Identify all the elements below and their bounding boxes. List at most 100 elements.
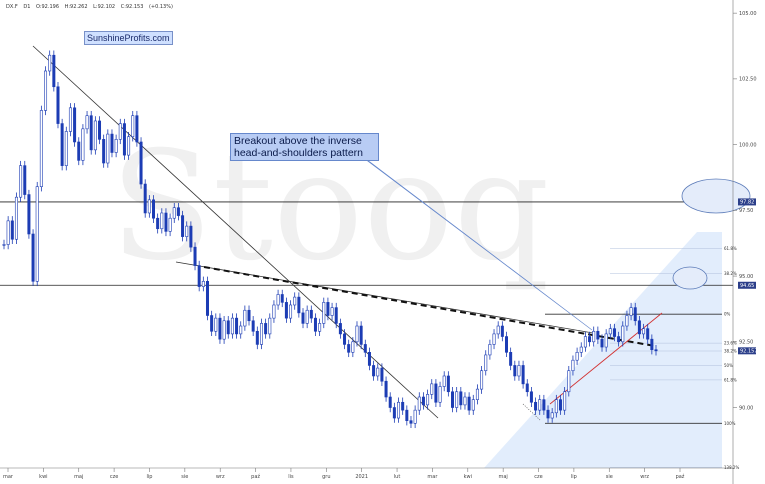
candle bbox=[305, 305, 309, 329]
y-tick-label: 105.00 bbox=[739, 11, 757, 17]
candle bbox=[239, 321, 243, 339]
candle bbox=[102, 134, 106, 168]
candle bbox=[135, 110, 139, 147]
candle bbox=[650, 334, 654, 355]
candle bbox=[27, 189, 31, 239]
candle bbox=[31, 229, 35, 287]
x-tick-label: paź bbox=[676, 473, 685, 480]
candle bbox=[405, 405, 409, 426]
candle bbox=[550, 408, 554, 423]
price-tags: 97.82 94.65 92.157 bbox=[738, 198, 758, 355]
candle bbox=[297, 292, 301, 318]
annotation-line-2: head-and-shoulders pattern bbox=[234, 147, 364, 159]
candle bbox=[467, 392, 471, 415]
x-tick-label: gru bbox=[322, 474, 330, 480]
candle bbox=[600, 334, 604, 352]
candle bbox=[538, 394, 542, 415]
x-tick-label: mar bbox=[3, 474, 14, 480]
candle bbox=[114, 134, 118, 158]
fib-level-label: 0% bbox=[724, 312, 731, 317]
candle bbox=[451, 387, 455, 413]
candle bbox=[64, 126, 68, 171]
candle bbox=[301, 308, 305, 329]
candle bbox=[280, 289, 284, 308]
fib-level-lines: 61.8% 38.2% 0% 23.6% 38.2% 50% 61.8% 100% 138.2% bbox=[545, 246, 739, 470]
candle bbox=[621, 321, 625, 347]
candle bbox=[210, 310, 214, 337]
y-tick-label: 100.00 bbox=[739, 142, 757, 148]
header-symbol: DX.F bbox=[6, 4, 18, 10]
candle bbox=[193, 242, 197, 271]
candle bbox=[542, 394, 546, 415]
candle bbox=[118, 118, 122, 145]
fib-level-label: 61.8% bbox=[724, 246, 737, 251]
candle bbox=[509, 347, 513, 371]
y-tick-label: 97.50 bbox=[739, 208, 753, 214]
candle bbox=[251, 316, 255, 337]
candle bbox=[164, 208, 168, 237]
candle bbox=[313, 313, 317, 337]
candle bbox=[309, 305, 313, 323]
candle bbox=[633, 302, 637, 326]
header-high: H:92.262 bbox=[65, 4, 88, 10]
candle bbox=[463, 392, 467, 410]
candle bbox=[459, 387, 463, 410]
svg-text:97.82: 97.82 bbox=[740, 200, 754, 206]
candle bbox=[588, 331, 592, 347]
candle bbox=[363, 339, 367, 358]
fib-level-label: 38.2% bbox=[724, 349, 737, 354]
candle bbox=[500, 321, 504, 342]
candle bbox=[571, 355, 575, 376]
candle bbox=[218, 313, 222, 344]
header-low: L:92.102 bbox=[93, 4, 115, 10]
candle bbox=[359, 321, 363, 350]
candle bbox=[322, 297, 326, 329]
candlestick-series bbox=[2, 50, 658, 429]
candle bbox=[442, 371, 446, 392]
price-tag: 92.157 bbox=[738, 347, 758, 355]
candle bbox=[172, 202, 176, 223]
candle bbox=[205, 276, 209, 321]
candle bbox=[230, 313, 234, 339]
candle bbox=[334, 302, 338, 329]
candle bbox=[592, 326, 596, 347]
candle bbox=[189, 221, 193, 252]
candle bbox=[521, 360, 525, 389]
candle bbox=[637, 316, 641, 339]
price-tag: 94.65 bbox=[738, 281, 756, 289]
target-ellipse-lower bbox=[672, 266, 708, 290]
candle bbox=[563, 387, 567, 415]
candle bbox=[276, 289, 280, 310]
candle bbox=[413, 405, 417, 429]
x-tick-label: sie bbox=[181, 474, 188, 480]
candle bbox=[488, 339, 492, 360]
candle bbox=[397, 397, 401, 423]
candle bbox=[284, 297, 288, 323]
fib-level-label: 138.2% bbox=[724, 465, 739, 470]
candle bbox=[19, 160, 23, 202]
candle bbox=[430, 379, 434, 400]
candle bbox=[259, 318, 263, 350]
candle bbox=[247, 305, 251, 326]
candle bbox=[367, 347, 371, 371]
candle bbox=[654, 344, 658, 356]
candle bbox=[152, 195, 156, 223]
x-tick-label: cze bbox=[534, 474, 542, 480]
candle bbox=[168, 213, 172, 237]
candle bbox=[93, 116, 97, 155]
candle bbox=[642, 323, 646, 339]
candle bbox=[44, 66, 48, 116]
candle bbox=[14, 192, 18, 244]
header-change: (+0.13%) bbox=[149, 4, 173, 10]
x-axis-ticks: mar kwi maj cze lip sie wrz paź lis gru 2021 lut mar… bbox=[3, 468, 685, 480]
y-tick-label: 95.00 bbox=[739, 274, 753, 280]
fib-level-label: 50% bbox=[724, 363, 733, 368]
candle bbox=[2, 239, 6, 250]
candle bbox=[176, 202, 180, 221]
candle bbox=[48, 50, 52, 76]
fib-level-label: 23.6% bbox=[724, 341, 737, 346]
candle bbox=[143, 179, 147, 218]
candle bbox=[293, 292, 297, 310]
candle bbox=[343, 329, 347, 350]
